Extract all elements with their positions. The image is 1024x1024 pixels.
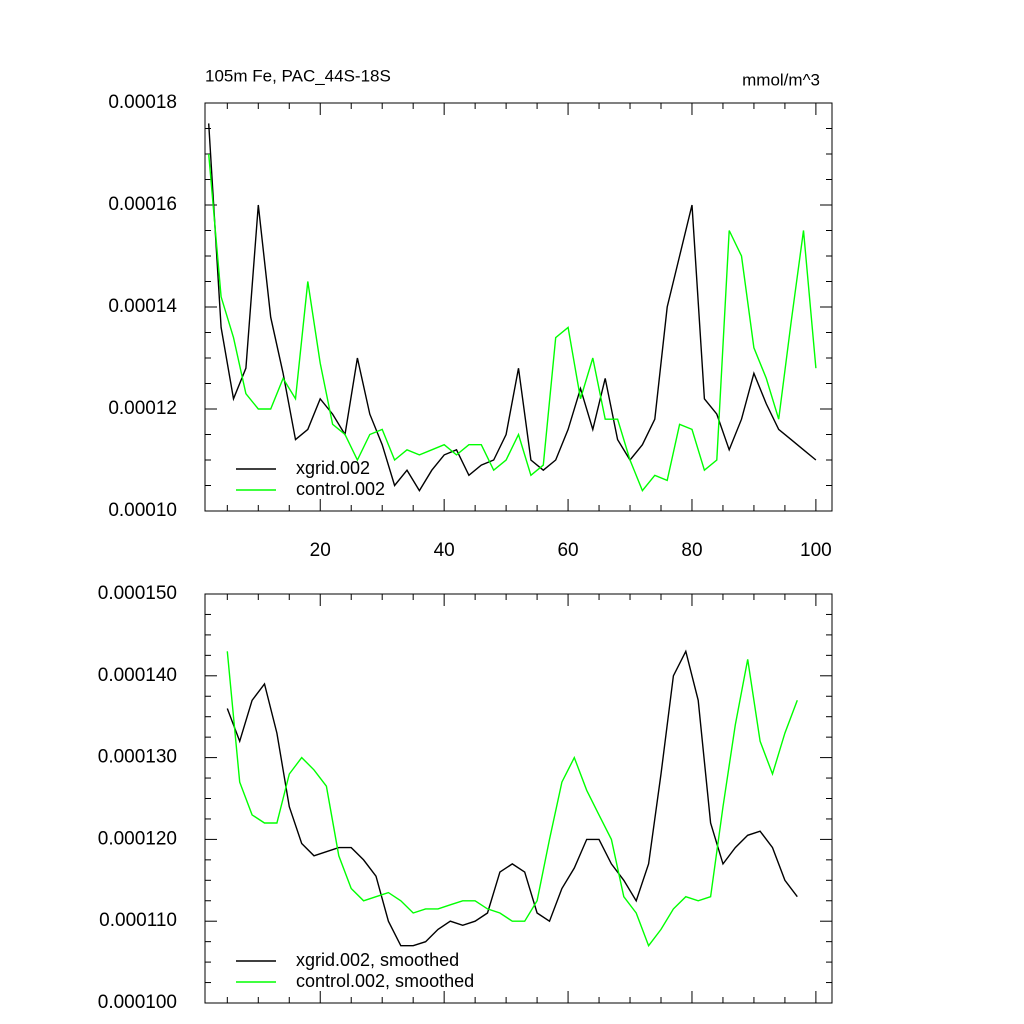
- plot-frame: [204, 593, 833, 1004]
- y-tick-label: 0.000110: [99, 910, 177, 931]
- y-tick-label: 0.00016: [108, 194, 177, 215]
- y-tick-label: 0.000100: [98, 992, 177, 1013]
- plot-frame: [204, 102, 833, 512]
- y-tick-label: 0.000130: [98, 747, 177, 768]
- legend-label: control.002, smoothed: [296, 971, 474, 991]
- legend-label: xgrid.002: [296, 458, 370, 478]
- y-tick-label: 0.000120: [98, 828, 177, 849]
- y-tick-label: 0.00010: [108, 500, 177, 521]
- series-line: [208, 153, 817, 492]
- series-line: [226, 651, 798, 948]
- x-tick-label: 80: [681, 540, 702, 561]
- chart-title: 105m Fe, PAC_44S-18S: [205, 66, 391, 85]
- y-tick-label: 0.000150: [98, 583, 177, 604]
- y-tick-label: 0.00014: [108, 296, 177, 317]
- x-tick-label: 60: [557, 540, 578, 561]
- units-label: mmol/m^3: [742, 70, 820, 89]
- legend-label: xgrid.002, smoothed: [296, 950, 459, 970]
- x-tick-label: 100: [800, 540, 832, 561]
- legend-label: control.002: [296, 479, 385, 499]
- x-tick-label: 40: [434, 540, 455, 561]
- y-tick-label: 0.00018: [108, 92, 177, 113]
- series-line: [208, 123, 817, 492]
- y-tick-label: 0.000140: [98, 665, 177, 686]
- x-tick-label: 20: [310, 540, 331, 561]
- y-tick-label: 0.00012: [108, 398, 177, 419]
- series-line: [226, 649, 798, 947]
